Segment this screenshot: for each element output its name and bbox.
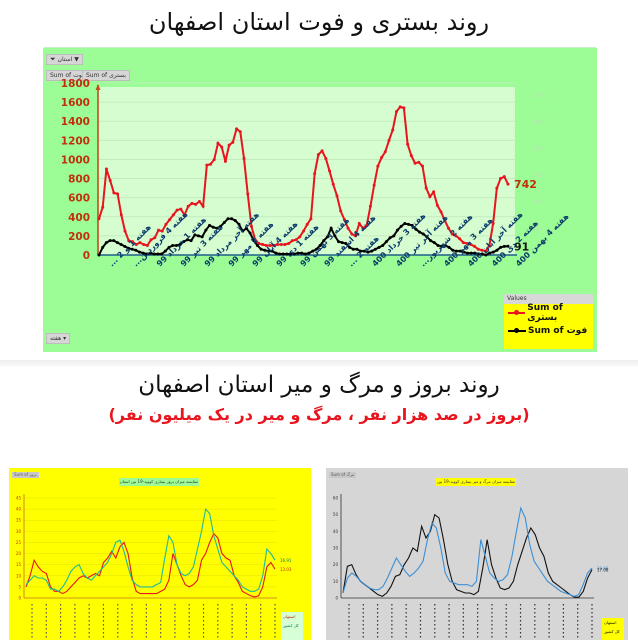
svg-text:1200: 1200 [533, 93, 546, 99]
mini-field-tag: Sum of مرگ [329, 472, 357, 478]
svg-text:200: 200 [533, 226, 543, 232]
svg-text:25: 25 [16, 540, 22, 545]
svg-text:0: 0 [335, 596, 338, 601]
svg-text:1000: 1000 [61, 154, 90, 166]
svg-text:20: 20 [333, 562, 339, 567]
legend-title: Values [504, 294, 593, 304]
mini-chart-title: مقایسه میزان بروز بیماری کووید-19 بین اس… [119, 478, 199, 486]
section-divider [0, 360, 638, 366]
svg-text:5: 5 [18, 584, 21, 589]
svg-text:10: 10 [16, 573, 22, 578]
svg-text:40: 40 [333, 529, 339, 534]
svg-text:60: 60 [333, 496, 339, 501]
week-filter-button[interactable]: هفته ▾ [46, 333, 71, 344]
svg-text:16.91: 16.91 [280, 558, 292, 563]
main-chart-plot: 0 200 400 600 800 1000 1200 1400 1600 1800 0 200 400… [61, 78, 571, 268]
filter-icon: ⏷ [50, 55, 56, 63]
mortality-comparison-chart: Sum of مرگ مقایسه میزان مرگ و میر بیماری… [326, 468, 628, 640]
hospitalization-death-chart: ⏷ استان ▼ Sum of فوت Sum of بستری 0 200 40… [43, 48, 597, 352]
svg-text:91: 91 [514, 240, 529, 253]
mini-legend: اصفهان کل کشور [602, 618, 624, 640]
svg-text:35: 35 [16, 518, 22, 523]
black-line-marker-icon [508, 328, 526, 333]
svg-text:742: 742 [514, 178, 537, 191]
mini-chart-title: مقایسه میزان مرگ و میر بیماری کووید-19 ب… [436, 478, 516, 486]
svg-text:30: 30 [16, 529, 22, 534]
svg-text:400: 400 [533, 200, 543, 206]
svg-text:10: 10 [333, 579, 339, 584]
title-underline [44, 47, 596, 48]
svg-text:1000: 1000 [533, 120, 546, 126]
svg-text:1800: 1800 [61, 78, 90, 90]
svg-text:200: 200 [68, 231, 90, 243]
svg-text:1400: 1400 [61, 116, 90, 128]
red-line-marker-icon [508, 310, 526, 315]
svg-text:1200: 1200 [61, 135, 90, 147]
svg-text:0: 0 [533, 253, 536, 259]
province-filter-button[interactable]: ⏷ استان ▼ [46, 54, 83, 65]
svg-text:15: 15 [16, 562, 22, 567]
mini-field-tag: Sum of بروز [12, 472, 39, 478]
svg-text:17.08: 17.08 [597, 568, 609, 573]
svg-text:600: 600 [533, 173, 543, 179]
svg-text:400: 400 [68, 212, 90, 224]
legend-item-hospitalization: Sum of بستری [504, 303, 593, 323]
incidence-plot: 0 5 10 15 20 25 30 35 40 45 16.91 13.03 [16, 494, 292, 638]
mini-legend: اصفهان کل کشور [281, 612, 303, 640]
svg-text:45: 45 [16, 496, 22, 501]
svg-text:30: 30 [333, 546, 339, 551]
svg-text:1600: 1600 [61, 97, 90, 109]
svg-text:40: 40 [16, 507, 22, 512]
svg-text:13.03: 13.03 [280, 567, 292, 572]
svg-text:0: 0 [18, 596, 21, 601]
page-title: روند بستری و فوت استان اصفهان [148, 8, 490, 36]
legend-item-death: Sum of فوت [504, 322, 593, 340]
svg-text:0: 0 [83, 250, 90, 262]
section-subtitle: (بروز در صد هزار نفر ، مرگ و میر در یک م… [108, 405, 530, 424]
svg-text:20.60: 20.60 [597, 566, 609, 571]
svg-text:600: 600 [68, 193, 90, 205]
svg-text:800: 800 [68, 174, 90, 186]
svg-text:20: 20 [16, 551, 22, 556]
svg-text:800: 800 [533, 146, 543, 152]
section-title: روند بروز و مرگ و میر استان اصفهان [138, 372, 500, 398]
chart-legend: Values Sum of بستری Sum of فوت [504, 294, 593, 349]
field-button-hospitalization[interactable]: Sum of بستری [82, 70, 130, 81]
svg-text:50: 50 [333, 512, 339, 517]
incidence-comparison-chart: Sum of بروز مقایسه میزان بروز بیماری کوو… [9, 468, 311, 640]
